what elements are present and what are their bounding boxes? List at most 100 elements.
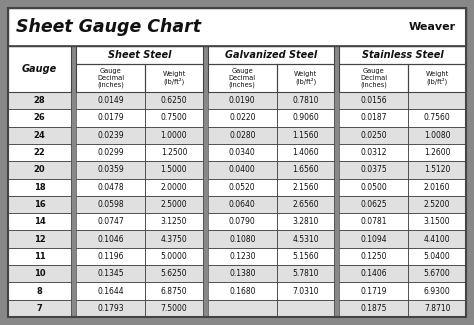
Text: 0.0781: 0.0781 (361, 217, 387, 226)
Bar (208, 64, 277, 92)
Bar (208, 196, 277, 213)
Bar (76, 196, 145, 213)
Bar (277, 161, 335, 178)
Bar (8, 109, 71, 127)
Bar (277, 109, 335, 127)
Text: 0.7500: 0.7500 (161, 113, 187, 123)
Bar (208, 265, 277, 282)
Bar (339, 282, 408, 300)
Text: 1.2600: 1.2600 (424, 148, 450, 157)
Bar (339, 127, 408, 144)
Text: 28: 28 (34, 96, 46, 105)
Bar (76, 144, 145, 161)
Bar (277, 127, 335, 144)
Bar (145, 144, 203, 161)
Bar (339, 92, 408, 109)
Bar (339, 300, 408, 317)
Text: Gauge
Decimal
(inches): Gauge Decimal (inches) (360, 68, 387, 88)
Text: 0.0375: 0.0375 (360, 165, 387, 175)
Bar (76, 161, 145, 178)
Text: Sheet Gauge Chart: Sheet Gauge Chart (16, 18, 201, 36)
Bar (277, 161, 335, 178)
Bar (208, 46, 335, 64)
Bar (339, 109, 408, 127)
Text: 1.4060: 1.4060 (292, 148, 319, 157)
Bar (277, 64, 335, 92)
Bar (339, 300, 408, 317)
Bar (277, 127, 335, 144)
Bar (145, 127, 203, 144)
Text: 0.1380: 0.1380 (229, 269, 255, 278)
Text: 2.0000: 2.0000 (161, 183, 187, 192)
Text: 5.6250: 5.6250 (161, 269, 187, 278)
Bar (8, 265, 71, 282)
Text: 5.0000: 5.0000 (161, 252, 187, 261)
Bar (76, 46, 203, 64)
Bar (339, 265, 408, 282)
Bar (145, 196, 203, 213)
Bar (277, 300, 335, 317)
Bar (8, 282, 71, 300)
Bar (8, 8, 466, 46)
Text: 5.7810: 5.7810 (292, 269, 319, 278)
Text: 0.7810: 0.7810 (292, 96, 319, 105)
Bar (339, 230, 408, 248)
Text: 0.0312: 0.0312 (361, 148, 387, 157)
Bar (8, 300, 71, 317)
Bar (339, 92, 408, 109)
Text: Gauge
Decimal
(inches): Gauge Decimal (inches) (228, 68, 256, 88)
Bar (145, 230, 203, 248)
Bar (208, 161, 277, 178)
Bar (408, 265, 466, 282)
Bar (8, 248, 71, 265)
Bar (208, 213, 277, 230)
Text: 0.0340: 0.0340 (229, 148, 255, 157)
Bar (76, 300, 145, 317)
Bar (339, 196, 408, 213)
Bar (277, 248, 335, 265)
Text: 0.1196: 0.1196 (98, 252, 124, 261)
Text: 7: 7 (37, 304, 43, 313)
Text: 2.5000: 2.5000 (161, 200, 187, 209)
Bar (277, 248, 335, 265)
Text: 0.0220: 0.0220 (229, 113, 255, 123)
Bar (339, 144, 408, 161)
Text: 0.0400: 0.0400 (229, 165, 255, 175)
Bar (76, 282, 145, 300)
Bar (408, 230, 466, 248)
Bar (408, 178, 466, 196)
Bar (277, 109, 335, 127)
Bar (145, 144, 203, 161)
Bar (408, 109, 466, 127)
Bar (145, 161, 203, 178)
Bar (76, 92, 145, 109)
Bar (208, 161, 277, 178)
Text: 2.6560: 2.6560 (292, 200, 319, 209)
Bar (408, 282, 466, 300)
Text: Weight
(lb/ft²): Weight (lb/ft²) (426, 71, 449, 85)
Text: 0.1719: 0.1719 (361, 287, 387, 295)
Bar (408, 300, 466, 317)
Bar (145, 300, 203, 317)
Text: 0.0520: 0.0520 (229, 183, 255, 192)
Bar (8, 213, 71, 230)
Bar (8, 230, 71, 248)
Text: 18: 18 (34, 183, 46, 192)
Bar (8, 265, 71, 282)
Bar (408, 161, 466, 178)
Bar (76, 46, 203, 64)
Bar (277, 230, 335, 248)
Text: 0.1793: 0.1793 (97, 304, 124, 313)
Text: 0.9060: 0.9060 (292, 113, 319, 123)
Bar (8, 178, 71, 196)
Bar (208, 64, 277, 92)
Bar (145, 127, 203, 144)
Bar (8, 109, 71, 127)
Bar (408, 196, 466, 213)
Bar (277, 178, 335, 196)
Text: 0.0156: 0.0156 (361, 96, 387, 105)
Bar (208, 196, 277, 213)
Bar (8, 144, 71, 161)
Text: 26: 26 (34, 113, 46, 123)
Bar (208, 92, 277, 109)
